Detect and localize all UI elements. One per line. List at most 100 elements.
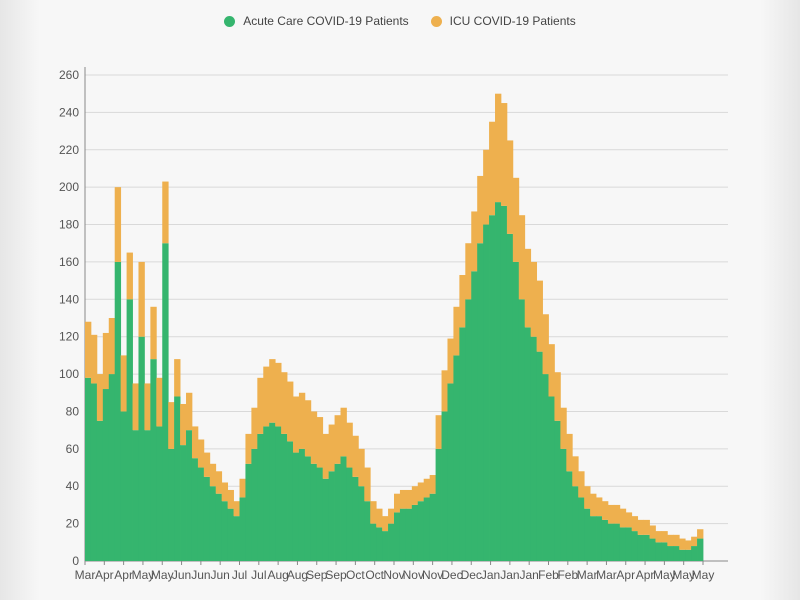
y-tick-label: 40 [66, 479, 80, 493]
x-tick-label: Feb [538, 568, 559, 582]
bar-icu [156, 377, 163, 427]
bar-acute [162, 243, 169, 561]
bar-acute [358, 486, 365, 561]
bar-icu [132, 383, 139, 431]
x-tick-label: Dec [441, 568, 462, 582]
bar-acute [180, 445, 187, 561]
bar-icu [144, 383, 151, 431]
bar-icu [346, 422, 353, 468]
x-tick-label: Oct [365, 568, 384, 582]
bar-acute [590, 516, 597, 561]
bar-acute [643, 534, 650, 561]
bar-acute [96, 420, 104, 561]
bar-icu [174, 359, 181, 397]
bar-icu [227, 489, 234, 509]
bar-acute [625, 527, 633, 561]
bar-acute [399, 508, 407, 561]
bar-icu [197, 439, 205, 468]
bar-acute [304, 456, 312, 561]
bar-icu [287, 381, 294, 442]
bar-acute [102, 389, 110, 561]
x-tick-label: Mar [577, 568, 598, 582]
bar-acute [566, 471, 573, 561]
bar-icu [536, 280, 543, 352]
bar-icu [388, 508, 395, 524]
bar-icu [607, 504, 615, 524]
x-tick-label: Jan [481, 568, 500, 582]
bar-icu [649, 525, 656, 539]
x-tick-label: Oct [346, 568, 365, 582]
bar-icu [102, 332, 110, 390]
bar-acute [168, 448, 175, 561]
bar-icu [245, 433, 252, 464]
bar-acute [376, 527, 383, 561]
bar-acute [685, 549, 692, 561]
bar-icu [584, 486, 591, 509]
bar-acute [257, 433, 264, 561]
y-tick-label: 260 [59, 68, 79, 82]
bar-acute [465, 299, 472, 561]
x-tick-label: Aug [287, 568, 308, 582]
bar-icu [471, 211, 478, 272]
bar-icu [251, 407, 258, 449]
bar-acute [126, 299, 133, 561]
bar-acute [453, 355, 460, 561]
bar-icu [613, 504, 621, 524]
bar-icu [340, 407, 347, 457]
x-tick-label: May [672, 568, 695, 582]
bar-acute [500, 205, 508, 561]
legend-entry-acute[interactable]: Acute Care COVID-19 Patients [224, 14, 409, 28]
bar-icu [180, 403, 187, 446]
x-tick-label: Apr [636, 568, 655, 582]
bar-acute [584, 508, 591, 561]
x-tick-label: Jan [500, 568, 519, 582]
bar-icu [596, 497, 603, 517]
bar-icu [310, 411, 318, 464]
y-tick-label: 160 [59, 255, 79, 269]
bar-acute [85, 377, 92, 561]
bar-icu [477, 175, 484, 244]
bar-acute [637, 534, 644, 561]
bar-acute [197, 467, 205, 561]
bar-icu [298, 392, 306, 449]
x-tick-label: May [151, 568, 174, 582]
legend-entry-icu[interactable]: ICU COVID-19 Patients [430, 14, 576, 28]
bar-acute [661, 542, 668, 561]
bar-acute [536, 351, 543, 561]
bar-acute [655, 542, 662, 561]
bar-acute [441, 411, 448, 561]
bar-icu [601, 501, 609, 520]
bar-icu [429, 475, 436, 494]
y-axis: 0 20 40 60 80 100 120 140 160 180 200 220 240 260 [59, 68, 79, 568]
bar-acute [518, 299, 526, 561]
x-tick-label: Jun [172, 568, 191, 582]
y-tick-label: 180 [59, 218, 79, 232]
bar-acute [221, 501, 229, 561]
bar-icu [405, 489, 413, 509]
bar-acute [619, 527, 627, 561]
y-tick-label: 60 [66, 442, 80, 456]
bar-acute [233, 516, 240, 561]
bar-icu [459, 275, 466, 328]
bar-acute [530, 336, 538, 561]
x-tick-label: May [132, 568, 155, 582]
x-tick-label: Dec [461, 568, 482, 582]
bar-acute [405, 508, 413, 561]
bar-icu [631, 516, 639, 532]
bar-icu [655, 531, 662, 543]
bar-icu [90, 334, 98, 384]
x-tick-label: Nov [383, 568, 404, 582]
y-tick-label: 100 [59, 367, 79, 381]
bar-icu [120, 355, 127, 412]
x-tick-label: Jun [191, 568, 210, 582]
bar-icu [524, 248, 532, 328]
y-tick-label: 120 [59, 330, 79, 344]
bar-icu [590, 493, 597, 517]
bar-acute [245, 463, 252, 561]
bar-acute [186, 430, 193, 561]
bar-icu [370, 501, 377, 524]
bar-icu [85, 321, 92, 378]
bar-icu [411, 486, 419, 505]
bar-acute [328, 471, 335, 561]
